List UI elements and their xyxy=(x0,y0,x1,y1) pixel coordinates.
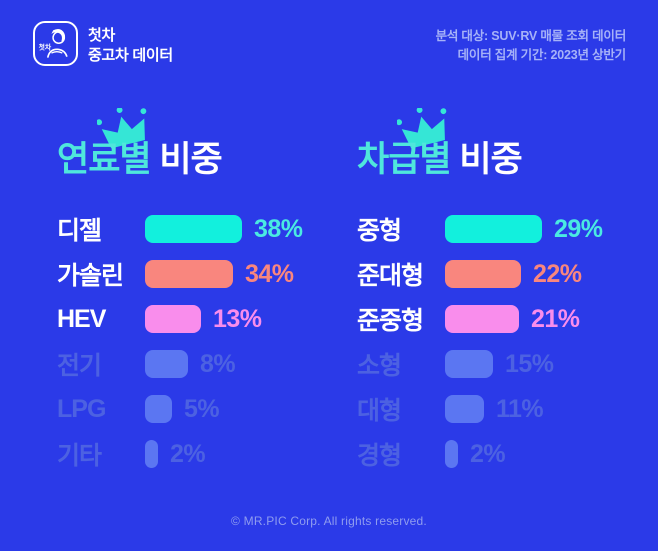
bar xyxy=(445,305,519,333)
app-title-line1: 첫차 xyxy=(88,27,116,44)
chart-row-etc: 기타 2% xyxy=(57,439,347,471)
chutcha-app-logo: 첫차 xyxy=(33,21,78,66)
category-label: 가솔린 xyxy=(57,262,124,290)
copyright-text: © MR.PIC Corp. All rights reserved. xyxy=(231,514,427,528)
value-label: 5% xyxy=(184,394,220,423)
class-chart-rows: 중형 29% 준대형 22% 준중형 21% 소형 15% 대형 xyxy=(357,215,647,485)
category-label: 경형 xyxy=(357,442,402,470)
bar xyxy=(445,260,521,288)
bar xyxy=(445,215,542,243)
logo-person-illustration: 첫차 xyxy=(39,28,68,58)
value-label: 15% xyxy=(505,349,554,378)
category-label: LPG xyxy=(57,394,106,423)
bar xyxy=(145,350,188,378)
chart-row-hev: HEV 13% xyxy=(57,305,347,333)
chart-row-lpg: LPG 5% xyxy=(57,395,347,423)
svg-text:첫차: 첫차 xyxy=(39,42,52,51)
value-label: 38% xyxy=(254,214,303,243)
bar xyxy=(445,440,458,468)
fuel-chart-rows: 디젤 38% 가솔린 34% HEV 13% 전기 8% LPG xyxy=(57,215,347,485)
value-label: 34% xyxy=(245,259,294,288)
app-title: 첫차 중고차 데이터 xyxy=(88,26,173,67)
title-rest: 비중 xyxy=(150,140,222,179)
chart-row-diesel: 디젤 38% xyxy=(57,214,347,246)
category-label: 소형 xyxy=(357,352,402,380)
category-label: 기타 xyxy=(57,442,102,470)
value-label: 8% xyxy=(200,349,236,378)
value-label: 29% xyxy=(554,214,603,243)
title-highlight: 연료별 xyxy=(57,140,152,179)
category-label: 디젤 xyxy=(57,217,102,245)
chart-row-small: 소형 15% xyxy=(357,349,647,381)
chart-row-compact: 경형 2% xyxy=(357,439,647,471)
bar xyxy=(145,395,172,423)
chart-row-semilarge: 준대형 22% xyxy=(357,259,647,291)
meta-period: 데이터 집계 기간: 2023년 상반기 xyxy=(457,47,627,62)
bar xyxy=(145,260,233,288)
bar xyxy=(145,215,242,243)
value-label: 11% xyxy=(496,394,544,423)
bar xyxy=(445,395,484,423)
category-label: 준중형 xyxy=(357,307,424,335)
value-label: 21% xyxy=(531,304,580,333)
crown-icon xyxy=(397,108,447,149)
title-highlight: 차급별 xyxy=(357,140,452,179)
bar xyxy=(145,440,158,468)
chart-row-electric: 전기 8% xyxy=(57,349,347,381)
value-label: 22% xyxy=(533,259,582,288)
chart-row-semimid: 준중형 21% xyxy=(357,304,647,336)
value-label: 2% xyxy=(470,439,506,468)
value-label: 2% xyxy=(170,439,206,468)
value-label: 13% xyxy=(213,304,262,333)
chart-row-midsize: 중형 29% xyxy=(357,214,647,246)
meta-source: 분석 대상: SUV·RV 매물 조회 데이터 xyxy=(435,29,627,43)
category-label: 대형 xyxy=(357,397,402,425)
chart-row-gasoline: 가솔린 34% xyxy=(57,259,347,291)
category-label: 준대형 xyxy=(357,262,424,290)
fuel-chart-title: 연료별 비중 xyxy=(57,140,223,179)
category-label: HEV xyxy=(57,304,106,333)
category-label: 중형 xyxy=(357,217,402,245)
category-label: 전기 xyxy=(57,352,102,380)
chart-row-large: 대형 11% xyxy=(357,394,647,426)
bar xyxy=(445,350,493,378)
bar xyxy=(145,305,201,333)
app-title-line2: 중고차 데이터 xyxy=(88,47,173,65)
title-rest: 비중 xyxy=(450,140,522,179)
class-chart-title: 차급별 비중 xyxy=(357,140,523,179)
crown-icon xyxy=(97,108,147,149)
analysis-meta: 분석 대상: SUV·RV 매물 조회 데이터 데이터 집계 기간: 2023년… xyxy=(435,27,627,65)
